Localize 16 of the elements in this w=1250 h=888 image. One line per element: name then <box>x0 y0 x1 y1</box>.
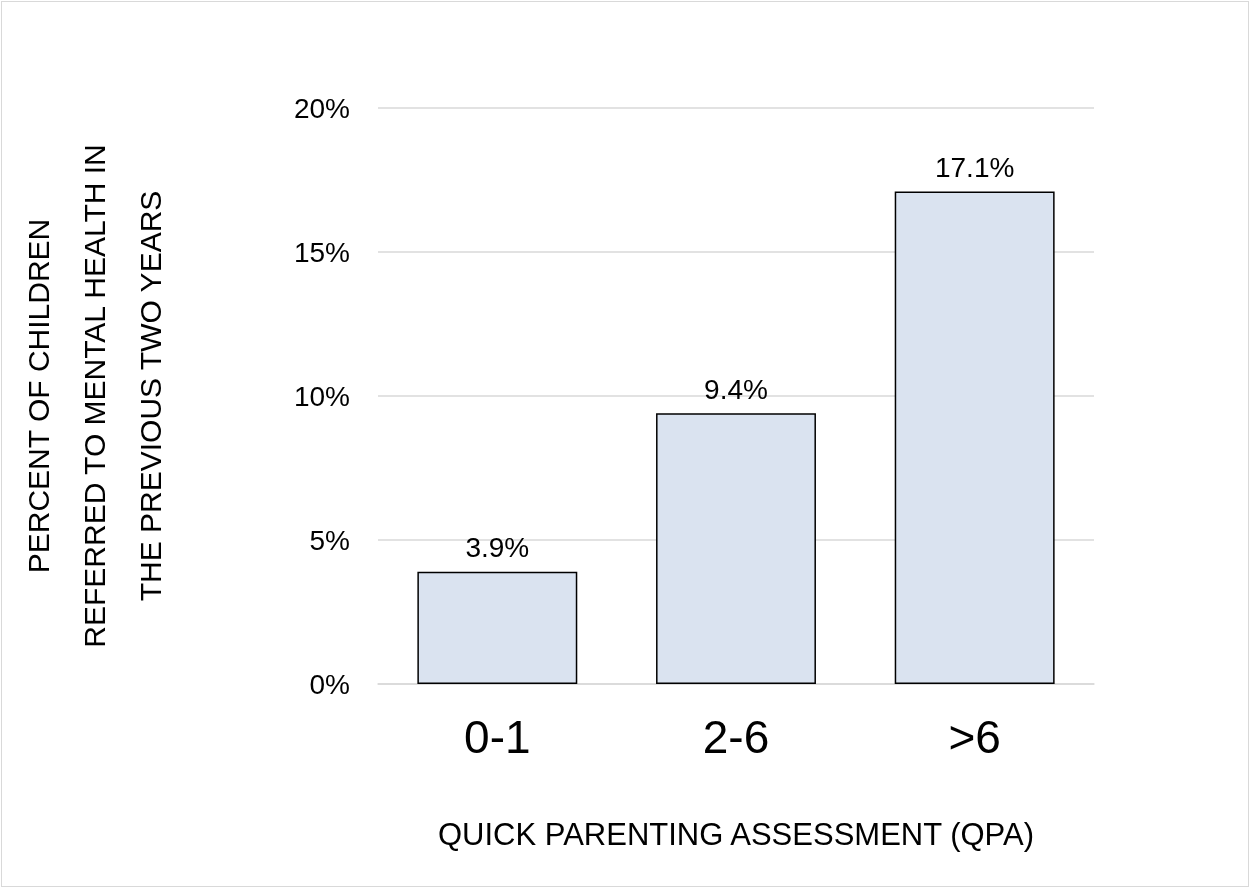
y-tick-label: 10% <box>293 380 350 412</box>
x-tick-label: 0-1 <box>464 711 531 763</box>
y-tick-label: 5% <box>309 524 350 556</box>
bar <box>656 413 816 684</box>
x-axis-title: QUICK PARENTING ASSESSMENT (QPA) <box>438 817 1034 852</box>
data-label: 3.9% <box>465 532 530 564</box>
y-axis-title: PERCENT OF CHILDREN REFERRED TO MENTAL HEALTH IN THE PREVIOUS TWO YEARS <box>21 144 167 648</box>
y-tick-label: 15% <box>293 236 350 268</box>
bar <box>417 571 578 684</box>
bar <box>894 191 1055 684</box>
data-label: 9.4% <box>704 373 768 405</box>
y-tick-label: 0% <box>309 668 350 700</box>
x-tick-label: >6 <box>948 711 1001 763</box>
data-label: 17.1% <box>934 152 1015 184</box>
y-tick-label: 20% <box>293 92 350 124</box>
x-tick-label: 2-6 <box>702 711 770 763</box>
